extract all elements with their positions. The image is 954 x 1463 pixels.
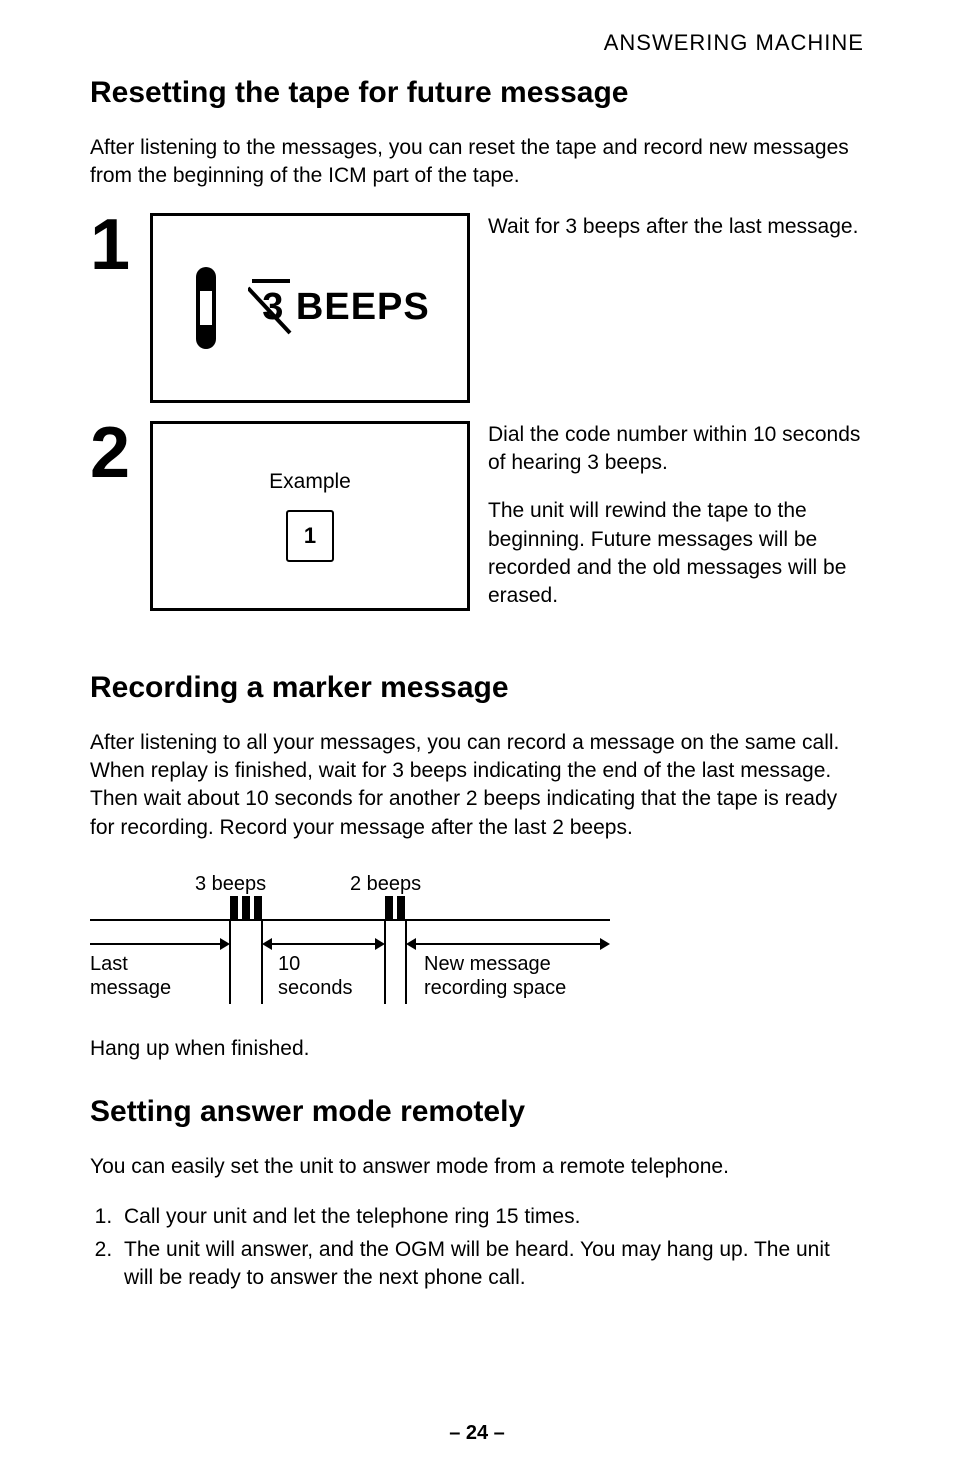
phone-icon [190, 263, 238, 353]
section3-title: Setting answer mode remotely [90, 1095, 864, 1129]
step-2-number: 2 [90, 421, 132, 486]
label-seconds: seconds [278, 977, 353, 999]
steps-container: 1 3 BEEPS Wait for 3 beeps after the las… [90, 213, 864, 611]
header-right: ANSWERING MACHINE [90, 30, 864, 56]
section1-title: Resetting the tape for future message [90, 76, 864, 110]
step-2-box: Example 1 [150, 421, 470, 611]
step-2-desc: Dial the code number within 10 seconds o… [488, 421, 864, 611]
label-new-1: New message [424, 953, 551, 975]
sound-lines-icon [248, 273, 294, 343]
hangup-note: Hang up when finished. [90, 1037, 864, 1061]
label-2beeps: 2 beeps [350, 874, 421, 895]
example-label: Example [269, 470, 351, 494]
label-last-msg-1: Last [90, 953, 128, 975]
page-number: – 24 – [0, 1422, 954, 1445]
section2-title: Recording a marker message [90, 671, 864, 705]
beep-graphic: 3 BEEPS [190, 263, 430, 353]
label-3beeps: 3 beeps [195, 874, 266, 895]
remote-step-2: The unit will answer, and the OGM will b… [118, 1236, 864, 1293]
keypad-key: 1 [286, 510, 334, 562]
label-10: 10 [278, 953, 300, 975]
step-2-desc-p1: Dial the code number within 10 seconds o… [488, 421, 864, 478]
step-2: 2 Example 1 Dial the code number within … [90, 421, 864, 611]
section3-body: You can easily set the unit to answer mo… [90, 1153, 864, 1181]
page: ANSWERING MACHINE Resetting the tape for… [0, 0, 954, 1463]
label-last-msg-2: message [90, 977, 171, 999]
step-1-desc: Wait for 3 beeps after the last message. [488, 213, 864, 241]
section1-intro: After listening to the messages, you can… [90, 134, 864, 191]
step-1: 1 3 BEEPS Wait for 3 beeps after the las… [90, 213, 864, 403]
step-1-desc-p1: Wait for 3 beeps after the last message. [488, 213, 864, 241]
remote-steps: Call your unit and let the telephone rin… [90, 1203, 864, 1292]
label-new-2: recording space [424, 977, 566, 999]
step-1-box: 3 BEEPS [150, 213, 470, 403]
section2-body: After listening to all your messages, yo… [90, 729, 864, 842]
step-2-desc-p2: The unit will rewind the tape to the beg… [488, 497, 864, 610]
tape-diagram: 3 beeps 2 beeps Last message 10 seconds … [90, 874, 610, 1024]
step-1-number: 1 [90, 213, 132, 278]
remote-step-1: Call your unit and let the telephone rin… [118, 1203, 864, 1231]
